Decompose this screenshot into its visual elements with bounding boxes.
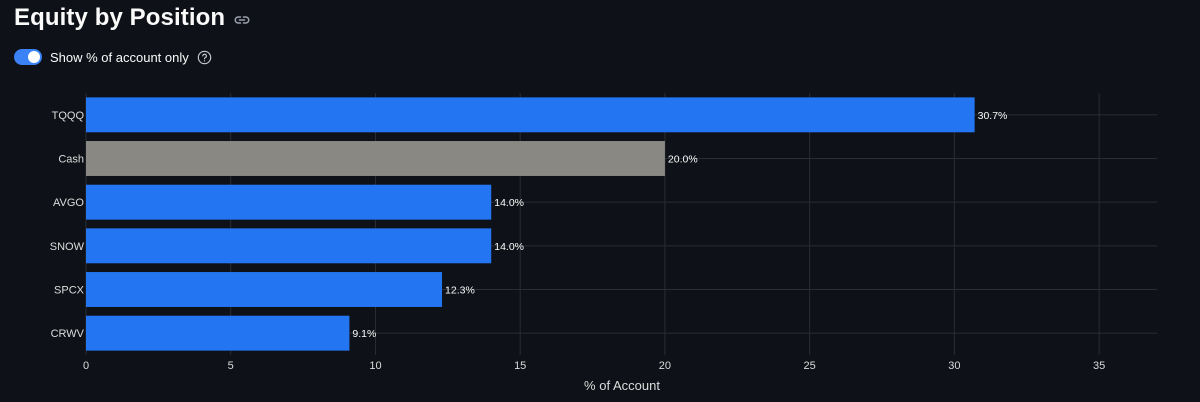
- bar-tqqq[interactable]: [86, 97, 975, 133]
- x-tick-label: 15: [514, 360, 526, 372]
- show-percent-toggle[interactable]: [14, 49, 42, 65]
- x-tick-label: 30: [948, 360, 960, 372]
- y-tick-label: SNOW: [50, 241, 85, 253]
- toggle-row: Show % of account only: [14, 49, 212, 65]
- x-axis-label: % of Account: [584, 378, 660, 393]
- y-tick-label: AVGO: [53, 197, 84, 209]
- y-tick-labels: TQQQ Cash AVGO SNOW SPCX CRWV: [50, 110, 85, 340]
- bar-avgo[interactable]: [86, 184, 492, 220]
- chart-header: Equity by Position: [14, 4, 251, 32]
- bars: [86, 97, 975, 351]
- x-tick-label: 10: [369, 360, 381, 372]
- x-tick-label: 0: [83, 360, 89, 372]
- data-labels: 30.7% 20.0% 14.0% 14.0% 12.3% 9.1%: [352, 110, 1007, 340]
- x-tick-labels: 0 5 10 15 20 25 30 35: [83, 360, 1105, 372]
- y-tick-label: SPCX: [54, 285, 85, 297]
- bar-cash[interactable]: [86, 141, 665, 176]
- x-tick-label: 5: [228, 360, 234, 372]
- y-tick-label: Cash: [58, 154, 84, 166]
- x-tick-label: 20: [659, 360, 671, 372]
- page-title: Equity by Position: [14, 4, 226, 31]
- x-tick-label: 35: [1093, 360, 1105, 372]
- data-label: 30.7%: [978, 110, 1008, 122]
- data-label: 20.0%: [668, 154, 698, 166]
- data-label: 9.1%: [352, 328, 376, 340]
- bar-crwv[interactable]: [86, 315, 350, 351]
- x-tick-label: 25: [804, 360, 816, 372]
- data-label: 14.0%: [494, 241, 524, 253]
- toggle-knob: [28, 51, 40, 63]
- y-tick-label: CRWV: [51, 328, 85, 340]
- data-label: 14.0%: [494, 197, 524, 209]
- bar-snow[interactable]: [86, 228, 492, 264]
- y-tick-label: TQQQ: [52, 110, 85, 122]
- bar-spcx[interactable]: [86, 272, 443, 307]
- data-label: 12.3%: [445, 285, 475, 297]
- help-icon[interactable]: [197, 50, 212, 65]
- link-icon[interactable]: [233, 11, 251, 29]
- toggle-label: Show % of account only: [50, 49, 189, 65]
